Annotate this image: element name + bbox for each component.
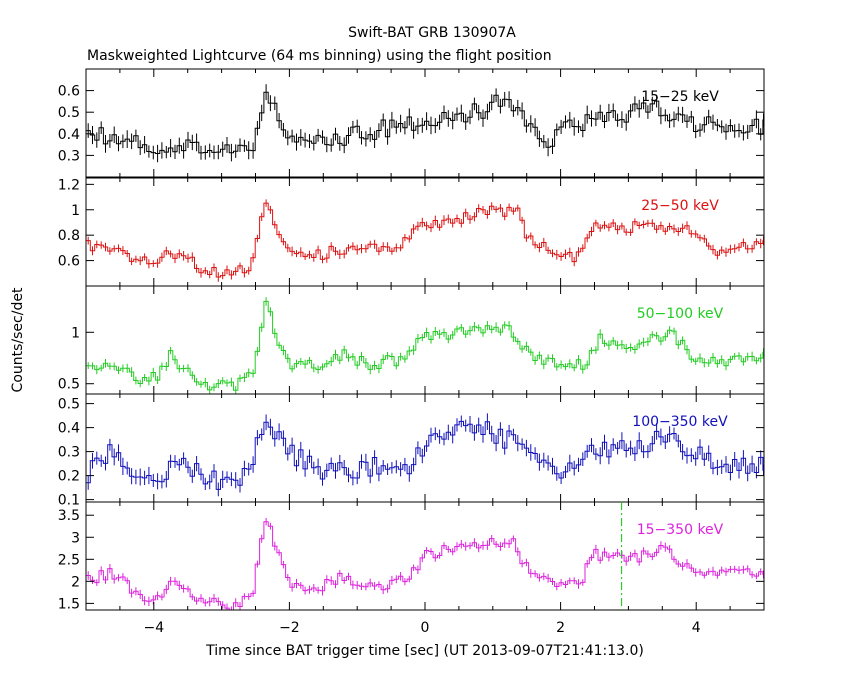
y-tick-label: 0.5 xyxy=(58,397,80,413)
y-tick-label: 1.5 xyxy=(58,596,80,612)
x-tick-label: 2 xyxy=(556,620,565,636)
panel-4: 0.1 0.2 0.3 0.4 0.5 100−350 keV xyxy=(58,393,765,509)
y-tick-label: 1 xyxy=(71,325,80,341)
panel-3: 0.5 1 50−100 keV xyxy=(58,285,765,395)
panel-5: 1.5 2 2.5 3 3.5 15−350 keV xyxy=(58,501,765,612)
y-tick-label: 3.5 xyxy=(58,508,80,524)
panel-label: 25−50 keV xyxy=(641,198,719,214)
chart-title: Swift-BAT GRB 130907A xyxy=(348,25,516,41)
y-tick-label: 1 xyxy=(71,203,80,219)
y-tick-label: 0.4 xyxy=(58,127,80,143)
y-tick-label: 0.1 xyxy=(58,493,80,509)
panel-frame xyxy=(85,285,765,395)
y-tick-label: 0.3 xyxy=(58,148,80,164)
y-tick-label: 0.5 xyxy=(58,377,80,393)
y-tick-label: 1.2 xyxy=(58,177,80,193)
panel-1: 0.3 0.4 0.5 0.6 15−25 keV xyxy=(58,68,765,178)
panels-group: 0.3 0.4 0.5 0.6 15−25 keV 0.6 0.8 1 1.2 25−50 keV… xyxy=(58,68,765,636)
lightcurve-series xyxy=(86,91,764,154)
panel-label: 15−350 keV xyxy=(637,522,724,538)
y-tick-label: 0.6 xyxy=(58,254,80,270)
chart-subtitle: Maskweighted Lightcurve (64 ms binning) … xyxy=(87,48,552,64)
lightcurve-series xyxy=(86,420,764,490)
y-tick-label: 0.3 xyxy=(58,445,80,461)
y-tick-label: 0.2 xyxy=(58,469,80,485)
x-tick-label: 0 xyxy=(421,620,430,636)
y-tick-label: 2 xyxy=(71,574,80,590)
y-tick-label: 0.5 xyxy=(58,105,80,121)
panel-label: 50−100 keV xyxy=(637,306,724,322)
panel-frame xyxy=(85,177,765,287)
x-axis-label: Time since BAT trigger time [sec] (UT 20… xyxy=(205,643,644,659)
y-tick-label: 0.6 xyxy=(58,84,80,100)
y-tick-label: 2.5 xyxy=(58,552,80,568)
y-tick-label: 0.4 xyxy=(58,421,80,437)
x-tick-label: 4 xyxy=(692,620,701,636)
x-tick-label: −2 xyxy=(279,620,300,636)
x-tick-label: −4 xyxy=(143,620,164,636)
panel-label: 15−25 keV xyxy=(641,89,719,105)
y-axis-label: Counts/sec/det xyxy=(10,287,26,392)
y-tick-label: 3 xyxy=(71,530,80,546)
panel-label: 100−350 keV xyxy=(632,414,728,430)
lightcurve-series xyxy=(86,521,764,610)
lightcurve-series xyxy=(86,202,764,278)
lightcurve-series xyxy=(86,300,764,391)
y-tick-label: 0.8 xyxy=(58,228,80,244)
panel-2: 0.6 0.8 1 1.2 25−50 keV xyxy=(58,177,765,287)
